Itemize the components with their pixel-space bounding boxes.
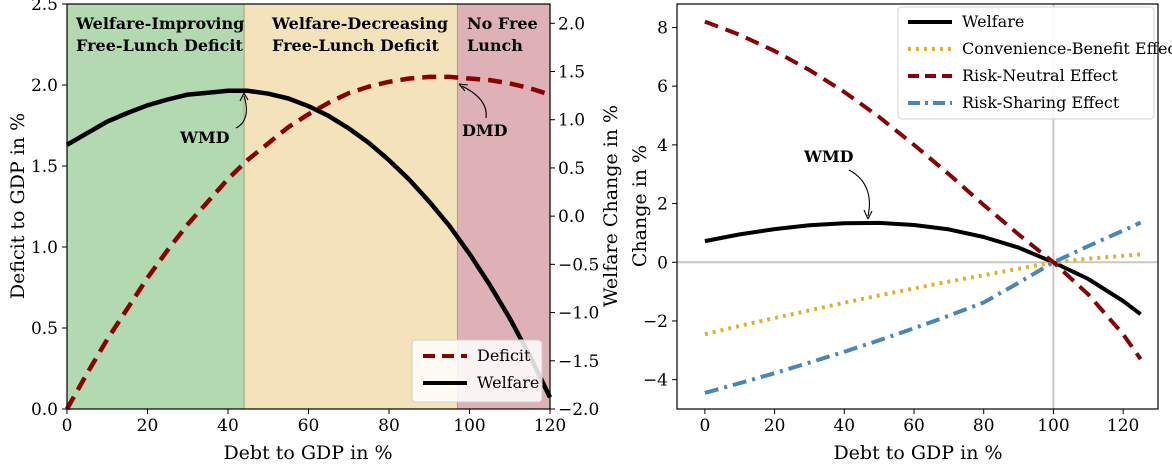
wmd-arrow-right <box>848 169 870 217</box>
x-tick-label: 100 <box>1037 416 1069 436</box>
left-x-ticks: 0 20 40 60 80 100 120 <box>62 409 566 436</box>
y-tick-label: 0.5 <box>31 319 58 339</box>
series-line-deficit <box>65 74 551 411</box>
right-x-ticks: 0 20 40 60 80 100 120 <box>699 409 1139 436</box>
wmd-annotation: WMD <box>179 128 230 147</box>
legend-label-risk-sharing: Risk-Sharing Effect <box>962 93 1120 112</box>
series-line-risk-sharing-effect <box>704 220 1142 395</box>
y2-tick-label: −2.0 <box>558 400 599 420</box>
legend-label-risk-neutral: Risk-Neutral Effect <box>962 66 1118 85</box>
region-label-no-free-lunch: No Free <box>467 14 538 33</box>
region-label-welfare-improving: Welfare-Improving <box>75 14 244 33</box>
wmd-annotation-right: WMD <box>803 147 854 166</box>
series-line-welfare <box>704 220 1142 316</box>
y-tick-label: 2.5 <box>31 0 58 15</box>
y2-tick-label: 0.0 <box>558 207 585 227</box>
left-chart: 0 20 40 60 80 100 120 0.00.51.01.52.02.5 −2.0−… <box>7 0 622 464</box>
dmd-annotation: DMD <box>462 121 508 140</box>
x-tick-label: 20 <box>764 416 786 436</box>
left-legend: Deficit Welfare <box>411 339 543 403</box>
right-y-axis-label: Change in % <box>629 145 651 267</box>
region-label-welfare-improving-line2: Free-Lunch Deficit <box>76 36 243 55</box>
region-label-no-free-lunch-line2: Lunch <box>467 36 523 55</box>
right-x-axis-label: Debt to GDP in % <box>833 442 1002 464</box>
right-chart: 0 20 40 60 80 100 120 −4 −2 0 2 4 6 8 WMD Debt to GD… <box>629 3 1172 464</box>
series-line-convenience-benefit-effect <box>704 252 1141 337</box>
left-x-axis-label: Debt to GDP in % <box>223 442 392 464</box>
series-line-welfare <box>65 88 553 399</box>
dmd-arrowhead <box>458 83 469 92</box>
y-tick-label: 8 <box>657 18 668 38</box>
wmd-arrow <box>235 95 247 129</box>
wmd-arrowhead <box>239 92 249 102</box>
legend-label-welfare-right: Welfare <box>962 12 1024 31</box>
y-tick-label: −2 <box>643 312 668 332</box>
right-legend: Welfare Convenience-Benefit Effect Risk-… <box>897 6 1172 120</box>
right-legend-box <box>897 6 1155 120</box>
right-y-ticks: −4 −2 0 2 4 6 8 <box>643 18 677 391</box>
x-tick-label: 120 <box>1107 416 1139 436</box>
y2-tick-label: 1.5 <box>558 63 585 83</box>
x-tick-label: 100 <box>453 416 485 436</box>
x-tick-label: 40 <box>833 416 855 436</box>
x-tick-label: 60 <box>903 416 925 436</box>
y-tick-label: 6 <box>657 77 668 97</box>
region-label-welfare-decreasing: Welfare-Decreasing <box>271 14 448 33</box>
left-y-ticks: 0.0 0.5 1.0 1.5 2.0 2.5 <box>31 0 67 420</box>
left-y2-ticks: −2.0 −1.5 −1.0 −0.5 0.0 0.5 1.0 1.5 2.0 <box>550 14 599 420</box>
wmd-arrowhead-right <box>863 209 873 220</box>
left-y-axis-label: Deficit to GDP in % <box>7 113 29 299</box>
right-series-layer <box>704 19 1143 395</box>
y2-tick-label: −1.5 <box>558 352 599 372</box>
y2-tick-label: 0.5 <box>558 159 585 179</box>
y2-tick-label: 2.0 <box>558 14 585 34</box>
region-0 <box>67 4 245 409</box>
y-tick-label: 2 <box>657 195 668 215</box>
right-plot-frame <box>676 3 1159 410</box>
y2-tick-label: −1.0 <box>558 304 599 324</box>
dmd-arrow <box>461 85 487 119</box>
y-tick-label: 1.0 <box>31 238 58 258</box>
x-tick-label: 0 <box>62 416 73 436</box>
y-tick-label: 1.5 <box>31 157 58 177</box>
left-y2-axis-label: Welfare Change in % <box>600 105 622 307</box>
y2-tick-label: −0.5 <box>558 255 599 275</box>
x-tick-label: 120 <box>534 416 566 436</box>
legend-label-convenience: Convenience-Benefit Effect <box>962 39 1172 58</box>
y-tick-label: 4 <box>657 136 668 156</box>
region-label-welfare-decreasing-line2: Free-Lunch Deficit <box>272 36 439 55</box>
legend-label-welfare: Welfare <box>477 373 539 392</box>
y-tick-label: 0.0 <box>31 400 58 420</box>
x-tick-label: 60 <box>298 416 320 436</box>
y-tick-label: 0 <box>657 253 668 273</box>
x-tick-label: 80 <box>378 416 400 436</box>
y2-tick-label: 1.0 <box>558 111 585 131</box>
x-tick-label: 40 <box>217 416 239 436</box>
y-tick-label: −4 <box>643 371 668 391</box>
y-tick-label: 2.0 <box>31 76 58 96</box>
x-tick-label: 80 <box>973 416 995 436</box>
series-line-risk-neutral-effect <box>704 19 1143 361</box>
x-tick-label: 0 <box>699 416 710 436</box>
legend-label-deficit: Deficit <box>477 346 531 365</box>
x-tick-label: 20 <box>137 416 159 436</box>
left-series-layer <box>65 74 553 411</box>
